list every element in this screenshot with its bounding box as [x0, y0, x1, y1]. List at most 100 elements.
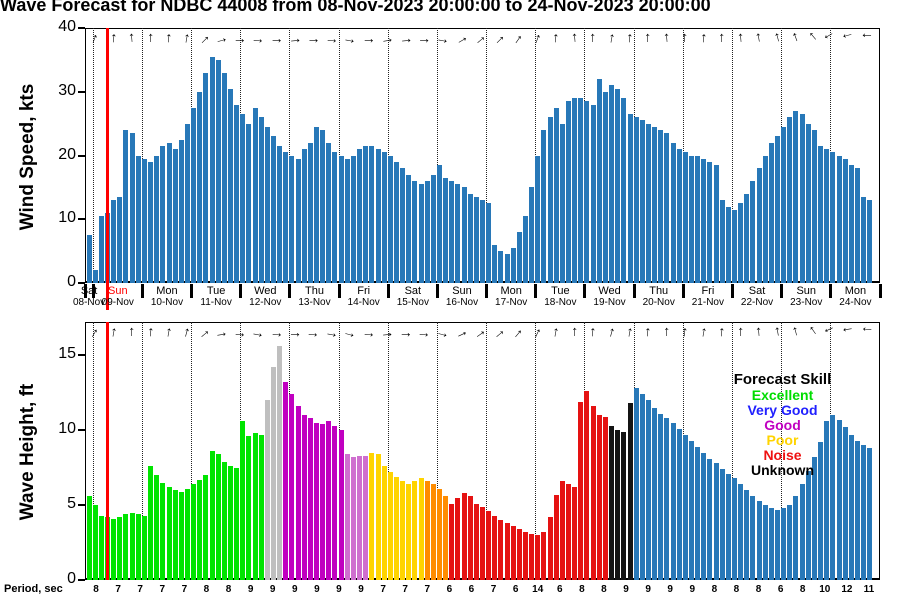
- wave-bar: [92, 505, 98, 580]
- wind-direction-arrow: →: [139, 31, 156, 45]
- wave-bar: [559, 481, 565, 580]
- wave-bar: [197, 479, 203, 580]
- day-date: 14-Nov: [347, 297, 380, 308]
- day-name: Wed: [254, 285, 277, 297]
- y-tick: [78, 90, 85, 93]
- wave-bar: [160, 482, 166, 580]
- wind-direction-arrow: →: [582, 31, 599, 45]
- wave-bar: [381, 466, 387, 580]
- wave-bar: [553, 494, 559, 580]
- day-name: Mon: [156, 285, 178, 297]
- wind-bar: [135, 155, 141, 283]
- wind-bar: [381, 152, 387, 283]
- wave-bar: [480, 506, 485, 580]
- y-tick-label: 10: [58, 209, 76, 227]
- wave-bar: [775, 509, 781, 580]
- wave-bar: [191, 484, 197, 580]
- wave-direction-arrow: →: [121, 325, 138, 339]
- day-boundary-tick: [681, 284, 685, 298]
- y-tick-label: 0: [67, 570, 76, 587]
- wind-bar: [184, 123, 190, 283]
- day-boundary-tick: [190, 284, 194, 298]
- wave-direction-arrow: →: [691, 323, 710, 341]
- wind-bar: [258, 117, 264, 283]
- wind-bar: [338, 155, 344, 283]
- wind-direction-arrow: →: [434, 28, 451, 48]
- wind-bar: [86, 235, 92, 283]
- wave-bar: [461, 493, 467, 580]
- wind-bar: [664, 133, 670, 283]
- wave-bar: [652, 407, 658, 580]
- y-tick-label: 10: [58, 420, 76, 437]
- period-value: 9: [623, 584, 629, 595]
- day-boundary-tick: [583, 284, 587, 298]
- wave-direction-arrow: →: [655, 325, 672, 339]
- day-boundary-tick: [829, 284, 833, 298]
- day-gridline: [486, 322, 488, 580]
- wind-bar: [473, 196, 479, 283]
- wave-bar: [688, 440, 694, 580]
- wave-bar: [135, 514, 141, 580]
- wave-direction-arrow: →: [379, 323, 395, 341]
- wave-bar: [676, 428, 682, 580]
- day-boundary-tick: [386, 284, 390, 298]
- wave-bar: [639, 394, 645, 580]
- period-value: 9: [358, 584, 364, 595]
- wind-bar: [160, 145, 166, 283]
- wind-bar: [215, 59, 221, 283]
- wave-direction-arrow: →: [101, 323, 120, 341]
- wind-bar: [529, 187, 535, 283]
- day-gridline: [436, 28, 438, 283]
- wind-bar: [682, 152, 688, 283]
- wind-bar: [277, 145, 283, 283]
- period-value: 14: [532, 584, 544, 595]
- wind-bar: [467, 193, 473, 283]
- wind-bar: [357, 149, 363, 283]
- wind-direction-arrow: →: [269, 30, 284, 46]
- wave-bar: [633, 388, 639, 580]
- y-tick: [78, 354, 85, 356]
- day-name: Thu: [305, 285, 324, 297]
- wind-bar: [559, 123, 565, 283]
- period-value: 7: [137, 584, 143, 595]
- current-time-line: [106, 28, 110, 310]
- period-value: 6: [512, 584, 519, 595]
- wave-bar: [529, 533, 535, 580]
- wind-bar: [805, 123, 811, 283]
- wind-bar: [461, 187, 467, 283]
- wind-direction-arrow: →: [324, 29, 340, 47]
- wind-bar: [289, 155, 295, 283]
- day-boundary-tick: [435, 284, 439, 298]
- wave-bar: [424, 481, 430, 580]
- y-tick: [78, 154, 85, 157]
- wind-direction-arrow: →: [417, 30, 432, 46]
- period-value: 6: [557, 584, 563, 595]
- wind-bar: [234, 104, 240, 283]
- wind-bar: [750, 181, 756, 283]
- y-tick: [78, 429, 85, 431]
- wind-bar: [781, 126, 787, 283]
- period-value: 7: [159, 584, 166, 595]
- wind-bar: [799, 114, 805, 283]
- day-boundary-tick: [632, 284, 636, 298]
- wind-bar: [547, 117, 553, 283]
- wind-bar: [566, 101, 572, 283]
- y-tick-label: 40: [58, 18, 76, 35]
- wave-bar: [645, 400, 651, 580]
- wave-direction-arrow: →: [288, 324, 303, 340]
- day-name: Tue: [206, 285, 226, 297]
- wind-bar: [596, 79, 602, 283]
- day-gridline: [387, 322, 389, 580]
- wind-bar: [492, 244, 498, 283]
- day-gridline: [535, 322, 537, 580]
- wind-bar: [111, 200, 117, 283]
- wind-direction-arrow: →: [157, 30, 175, 46]
- wave-bar: [627, 403, 633, 580]
- wind-bar: [307, 142, 313, 283]
- wind-bar: [166, 142, 172, 283]
- wind-direction-arrow: →: [674, 31, 691, 45]
- wave-bar: [307, 418, 313, 580]
- wind-bar: [455, 184, 461, 283]
- wind-direction-arrow: →: [175, 29, 194, 47]
- wind-bar: [148, 161, 154, 283]
